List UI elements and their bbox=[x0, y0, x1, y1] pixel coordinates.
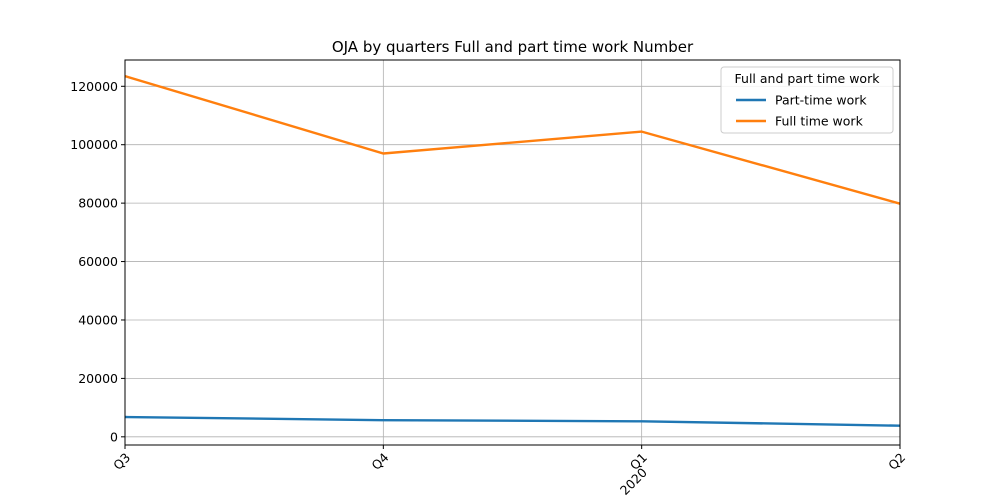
legend-box bbox=[720, 66, 894, 134]
chart-title: OJA by quarters Full and part time work … bbox=[332, 38, 694, 56]
x-tick-sublabel: 2020 bbox=[617, 465, 650, 498]
y-axis: 0 20000 40000 60000 80000 100000 120000 bbox=[70, 79, 125, 444]
series-line-1 bbox=[124, 74, 901, 205]
x-tick-label: Q2 bbox=[885, 450, 908, 473]
y-tick-label: 40000 bbox=[78, 312, 118, 327]
plot-frame bbox=[124, 59, 901, 446]
legend: Full and part time work Part-time work Fu… bbox=[720, 66, 894, 134]
legend-title: Full and part time work bbox=[735, 71, 881, 86]
x-tick-label: Q4 bbox=[368, 450, 391, 473]
y-tick-label: 80000 bbox=[78, 196, 118, 211]
y-tick-label: 60000 bbox=[78, 254, 118, 269]
y-tick-label: 120000 bbox=[70, 79, 118, 94]
series-lines bbox=[124, 74, 901, 427]
y-tick-label: 20000 bbox=[78, 371, 118, 386]
x-tick-label: Q3 bbox=[110, 450, 133, 473]
legend-label: Full time work bbox=[775, 114, 864, 129]
series-line-0 bbox=[124, 415, 901, 427]
legend-label: Part-time work bbox=[775, 93, 867, 108]
y-tick-label: 0 bbox=[110, 429, 118, 444]
y-tick-label: 100000 bbox=[70, 137, 118, 152]
